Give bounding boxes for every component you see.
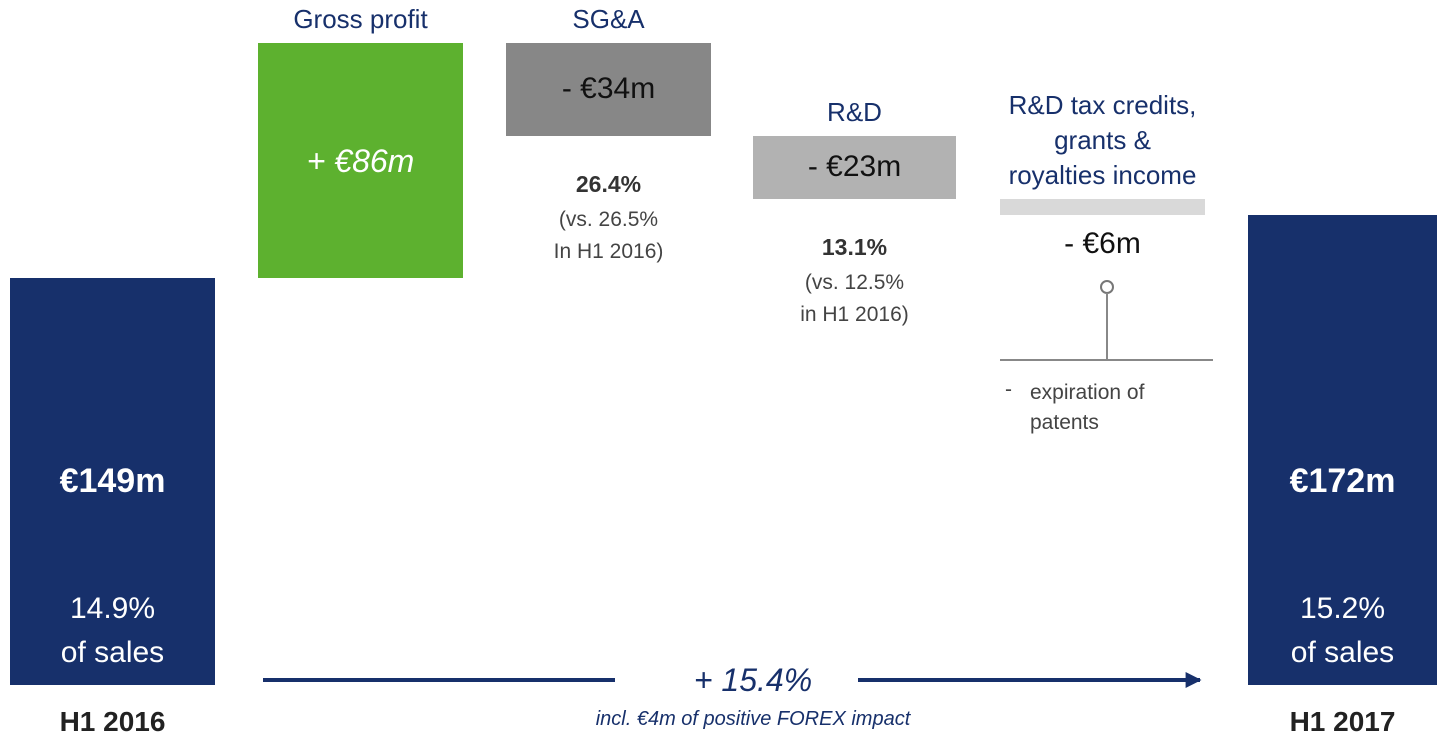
sales-share: 14.9% <box>69 592 156 625</box>
value-label: - €6m <box>1064 227 1141 261</box>
note: 26.4% <box>575 171 642 198</box>
bar <box>753 136 956 200</box>
sales-share: of sales <box>1290 636 1395 669</box>
bar <box>1000 199 1205 216</box>
value-label: - €34m <box>561 71 656 105</box>
value-label: €149m <box>59 462 166 500</box>
category-label: SG&A <box>572 4 645 35</box>
note: (vs. 12.5% <box>804 271 905 295</box>
category-label: Gross profit <box>293 4 428 35</box>
callout-text: expiration of patents <box>1030 381 1145 434</box>
growth-note: incl. €4m of positive FOREX impact <box>595 708 911 730</box>
sales-share: 15.2% <box>1299 592 1386 625</box>
note: 13.1% <box>821 234 888 261</box>
category-label: H1 2016 <box>59 706 166 737</box>
note: In H1 2016) <box>553 240 664 264</box>
category-label: R&D <box>827 97 882 128</box>
value-label: - €23m <box>807 149 902 183</box>
bar <box>1248 215 1437 685</box>
note: (vs. 26.5% <box>558 208 659 232</box>
bar <box>506 43 711 137</box>
callout-dot <box>1100 280 1114 294</box>
note: in H1 2016) <box>800 303 909 327</box>
value-label: €172m <box>1289 462 1396 500</box>
category-label: H1 2017 <box>1289 706 1396 737</box>
bar <box>258 43 463 279</box>
callout-bullet: - <box>1005 378 1012 401</box>
value-label: + €86m <box>306 142 415 179</box>
bar <box>10 278 215 685</box>
category-label: R&D tax credits, grants & royalties inco… <box>1008 90 1197 191</box>
growth-label: + 15.4% <box>693 662 813 698</box>
sales-share: of sales <box>60 636 165 669</box>
